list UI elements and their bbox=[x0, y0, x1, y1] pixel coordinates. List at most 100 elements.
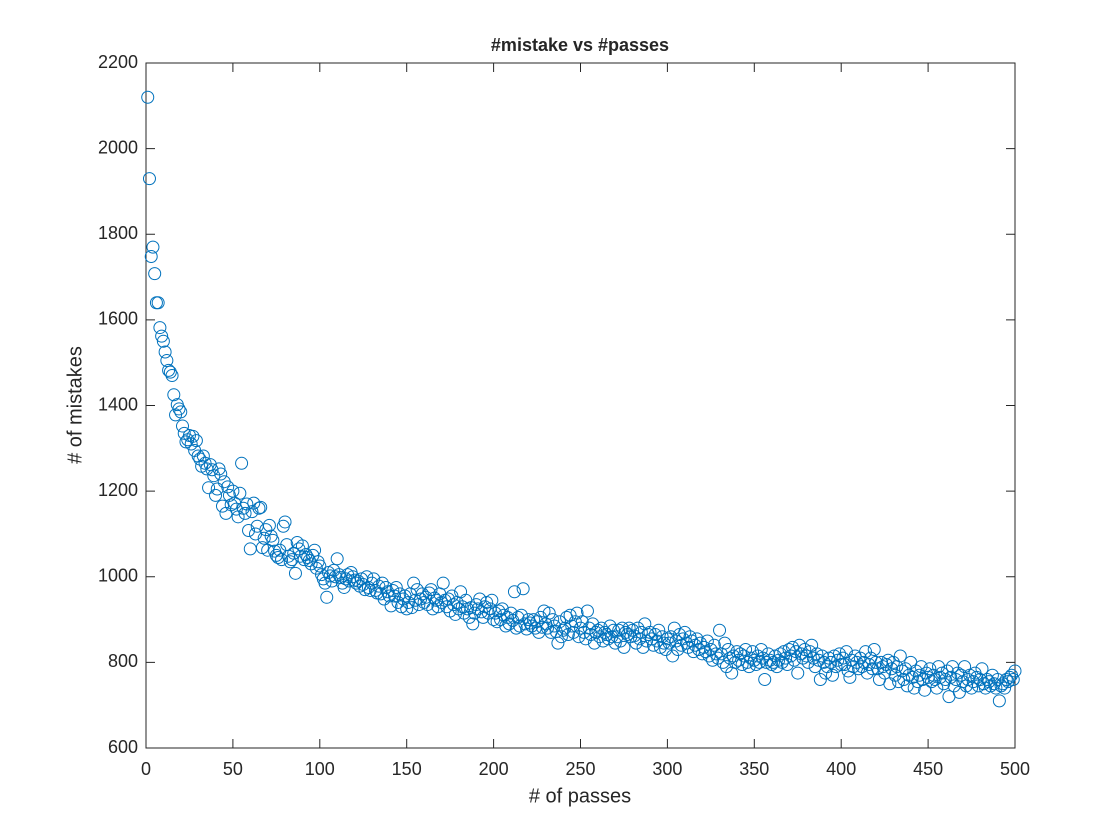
point bbox=[646, 638, 660, 652]
point bbox=[502, 617, 516, 631]
point bbox=[262, 518, 276, 532]
point bbox=[313, 559, 327, 573]
point bbox=[702, 649, 716, 663]
point bbox=[245, 505, 259, 519]
point bbox=[865, 662, 879, 676]
point bbox=[174, 405, 188, 419]
point bbox=[803, 645, 817, 659]
point bbox=[975, 662, 989, 676]
point bbox=[516, 582, 530, 596]
point bbox=[527, 613, 541, 627]
point bbox=[297, 553, 311, 567]
point bbox=[205, 463, 219, 477]
point bbox=[650, 634, 664, 648]
x-tick-label: 400 bbox=[826, 759, 856, 779]
point bbox=[193, 452, 207, 466]
point bbox=[888, 668, 902, 682]
chart-title: #mistake vs #passes bbox=[491, 35, 669, 55]
point bbox=[167, 388, 181, 402]
point bbox=[1008, 664, 1022, 678]
point bbox=[700, 634, 714, 648]
point bbox=[572, 630, 586, 644]
point bbox=[542, 606, 556, 620]
point bbox=[266, 533, 280, 547]
point bbox=[215, 499, 229, 513]
point bbox=[236, 501, 250, 515]
point bbox=[467, 606, 481, 620]
y-axis-label: # of mistakes bbox=[64, 346, 86, 464]
y-tick-label: 2000 bbox=[98, 137, 138, 157]
point bbox=[436, 576, 450, 590]
point bbox=[156, 334, 170, 348]
point bbox=[492, 604, 506, 618]
point bbox=[732, 653, 746, 667]
point bbox=[869, 655, 883, 669]
point bbox=[940, 664, 954, 678]
point bbox=[923, 662, 937, 676]
point bbox=[141, 90, 155, 104]
point bbox=[214, 467, 228, 481]
point bbox=[867, 643, 881, 657]
point bbox=[786, 640, 800, 654]
point bbox=[895, 664, 909, 678]
point bbox=[836, 651, 850, 665]
point bbox=[746, 645, 760, 659]
point bbox=[400, 602, 414, 616]
point bbox=[327, 563, 341, 577]
point bbox=[631, 621, 645, 635]
point bbox=[202, 481, 216, 495]
point bbox=[773, 647, 787, 661]
point bbox=[619, 625, 633, 639]
y-tick-label: 1800 bbox=[98, 223, 138, 243]
point bbox=[965, 681, 979, 695]
point bbox=[212, 462, 226, 476]
point bbox=[998, 681, 1012, 695]
point bbox=[146, 240, 160, 254]
point bbox=[172, 402, 186, 416]
x-tick-label: 150 bbox=[392, 759, 422, 779]
point bbox=[753, 655, 767, 669]
point bbox=[730, 645, 744, 659]
x-tick-label: 300 bbox=[652, 759, 682, 779]
point bbox=[407, 576, 421, 590]
point bbox=[713, 623, 727, 637]
point bbox=[210, 482, 224, 496]
point bbox=[434, 595, 448, 609]
point bbox=[254, 500, 268, 514]
x-tick-label: 0 bbox=[141, 759, 151, 779]
point bbox=[918, 683, 932, 697]
point bbox=[648, 628, 662, 642]
point bbox=[862, 658, 876, 672]
x-tick-label: 100 bbox=[305, 759, 335, 779]
point bbox=[155, 329, 169, 343]
point bbox=[905, 670, 919, 684]
y-tick-label: 1000 bbox=[98, 566, 138, 586]
point bbox=[175, 419, 189, 433]
point bbox=[160, 354, 174, 368]
point bbox=[726, 649, 740, 663]
point bbox=[556, 623, 570, 637]
point bbox=[966, 675, 980, 689]
point bbox=[832, 647, 846, 661]
point bbox=[999, 673, 1013, 686]
point bbox=[288, 566, 302, 580]
point bbox=[476, 610, 490, 624]
point bbox=[629, 636, 643, 650]
point bbox=[233, 486, 247, 500]
point bbox=[189, 434, 203, 448]
point bbox=[415, 587, 429, 601]
plot-box bbox=[145, 62, 1016, 749]
point bbox=[554, 630, 568, 644]
point bbox=[980, 673, 994, 686]
point bbox=[504, 606, 518, 620]
point bbox=[342, 574, 356, 588]
point bbox=[546, 613, 560, 627]
x-tick-label: 250 bbox=[565, 759, 595, 779]
y-tick-label: 800 bbox=[108, 651, 138, 671]
point bbox=[252, 501, 266, 515]
point bbox=[589, 625, 603, 639]
point bbox=[780, 658, 794, 672]
point bbox=[320, 590, 334, 604]
point bbox=[850, 655, 864, 669]
